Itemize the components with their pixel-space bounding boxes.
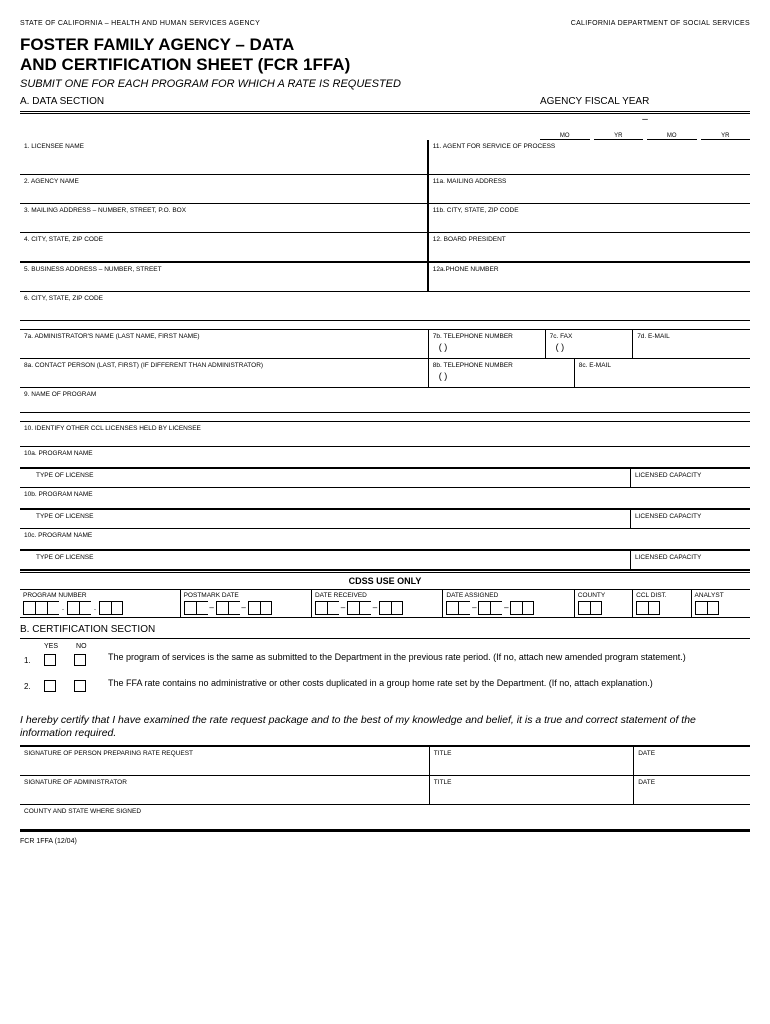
field-contact-person[interactable]: 8a. CONTACT PERSON (LAST, FIRST) (IF DIF… [20,359,429,387]
cert-q2-text: The FFA rate contains no administrative … [86,678,742,690]
field-email-8c[interactable]: 8c. E-MAIL [575,359,750,387]
sig-preparer-date[interactable]: DATE [633,747,750,775]
field-tel-7b[interactable]: 7b. TELEPHONE NUMBER( ) [429,330,546,358]
form-footer: FCR 1FFA (12/04) [20,830,750,845]
field-agency-name[interactable]: 2. AGENCY NAME [20,175,429,203]
field-city-state-6[interactable]: 6. CITY, STATE, ZIP CODE [20,292,429,320]
field-board-president[interactable]: 12. BOARD PRESIDENT [429,233,750,261]
field-10c-program[interactable]: 10c. PROGRAM NAME [20,529,750,550]
sig-admin-title[interactable]: TITLE [429,776,633,804]
field-agent-service[interactable]: 11. AGENT FOR SERVICE OF PROCESS [429,140,750,174]
fiscal-yr2[interactable]: YR [701,125,751,140]
field-business-addr[interactable]: 5. BUSINESS ADDRESS – NUMBER, STREET [20,263,429,291]
cdss-program-number[interactable]: PROGRAM NUMBER .. [20,590,181,617]
fiscal-mo1[interactable]: MO [540,125,590,140]
field-mailing-addr[interactable]: 3. MAILING ADDRESS – NUMBER, STREET, P.O… [20,204,429,232]
field-licensee-name[interactable]: 1. LICENSEE NAME [20,140,429,174]
cert-q2-num: 2. [24,678,44,691]
field-10c-capacity[interactable]: LICENSED CAPACITY [630,551,750,569]
fiscal-dash: – [540,114,750,125]
cdss-received[interactable]: DATE RECEIVED –– [312,590,443,617]
fiscal-yr1[interactable]: YR [594,125,644,140]
sig-county[interactable]: COUNTY AND STATE WHERE SIGNED [20,805,750,830]
cdss-county[interactable]: COUNTY [575,590,633,617]
field-10b-type[interactable]: TYPE OF LICENSE [20,510,630,528]
form-title-1: FOSTER FAMILY AGENCY – DATA [20,35,750,55]
form-subtitle: SUBMIT ONE FOR EACH PROGRAM FOR WHICH A … [20,78,750,92]
fiscal-year-label: AGENCY FISCAL YEAR [540,96,750,107]
cdss-postmark[interactable]: POSTMARK DATE –– [181,590,312,617]
field-mailing-addr-11a[interactable]: 11a. MAILING ADDRESS [429,175,750,203]
cert-q1-text: The program of services is the same as s… [86,652,742,664]
section-b-label: B. CERTIFICATION SECTION [20,618,750,639]
field-admin-name[interactable]: 7a. ADMINISTRATOR'S NAME (LAST NAME, FIR… [20,330,429,358]
cert-q1-no[interactable] [74,654,86,666]
field-10b-capacity[interactable]: LICENSED CAPACITY [630,510,750,528]
field-10a-type[interactable]: TYPE OF LICENSE [20,469,630,487]
cdss-assigned[interactable]: DATE ASSIGNED –– [443,590,574,617]
field-city-state-11b[interactable]: 11b. CITY, STATE, ZIP CODE [429,204,750,232]
cdss-analyst[interactable]: ANALYST [692,590,750,617]
field-tel-8b[interactable]: 8b. TELEPHONE NUMBER( ) [429,359,575,387]
field-email-7d[interactable]: 7d. E-MAIL [633,330,750,358]
agency-left: STATE OF CALIFORNIA – HEALTH AND HUMAN S… [20,20,260,27]
form-title-2: AND CERTIFICATION SHEET (FCR 1FFA) [20,55,750,75]
field-program-name[interactable]: 9. NAME OF PROGRAM [20,388,750,413]
yes-label: YES [44,643,58,650]
section-a-label: A. DATA SECTION [20,92,540,111]
cert-q1-yes[interactable] [44,654,56,666]
cdss-header: CDSS USE ONLY [20,570,750,590]
fiscal-mo2[interactable]: MO [647,125,697,140]
sig-preparer[interactable]: SIGNATURE OF PERSON PREPARING RATE REQUE… [20,747,429,775]
cert-q1-num: 1. [24,652,44,665]
field-other-licenses[interactable]: 10. IDENTIFY OTHER CCL LICENSES HELD BY … [20,421,750,447]
sig-preparer-title[interactable]: TITLE [429,747,633,775]
agency-right: CALIFORNIA DEPARTMENT OF SOCIAL SERVICES [571,20,750,27]
field-fax-7c[interactable]: 7c. FAX( ) [546,330,634,358]
no-label: NO [76,643,87,650]
certify-statement: I hereby certify that I have examined th… [20,710,750,747]
field-10b-program[interactable]: 10b. PROGRAM NAME [20,488,750,509]
field-city-state-4[interactable]: 4. CITY, STATE, ZIP CODE [20,233,429,261]
cert-q2-no[interactable] [74,680,86,692]
field-10c-type[interactable]: TYPE OF LICENSE [20,551,630,569]
field-phone-12a[interactable]: 12a.PHONE NUMBER [429,263,750,291]
cdss-dist[interactable]: CCL DIST. [633,590,691,617]
sig-admin[interactable]: SIGNATURE OF ADMINISTRATOR [20,776,429,804]
field-10a-program[interactable]: 10a. PROGRAM NAME [20,447,750,468]
field-10a-capacity[interactable]: LICENSED CAPACITY [630,469,750,487]
sig-admin-date[interactable]: DATE [633,776,750,804]
cert-q2-yes[interactable] [44,680,56,692]
